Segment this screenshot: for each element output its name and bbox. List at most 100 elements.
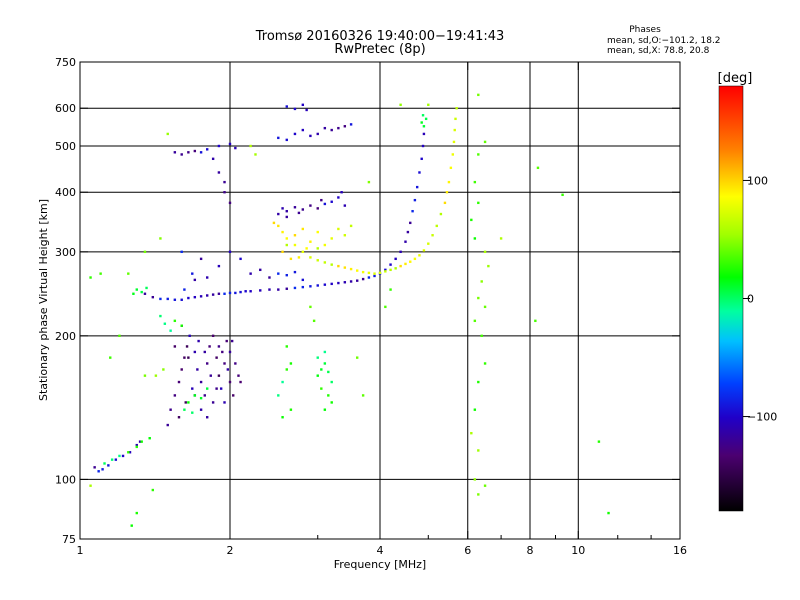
data-point [483, 250, 487, 254]
data-point [166, 132, 169, 136]
data-point [327, 370, 330, 374]
data-point [217, 292, 221, 295]
data-points [89, 93, 610, 527]
data-point [293, 270, 297, 274]
data-point [225, 339, 228, 343]
data-point [173, 319, 177, 323]
data-point [323, 408, 327, 411]
data-point [477, 493, 480, 496]
data-point [455, 107, 458, 110]
data-point [132, 292, 135, 295]
data-point [173, 298, 177, 301]
data-point [232, 394, 235, 397]
data-point [320, 198, 323, 202]
data-point [316, 247, 319, 250]
legend-header: Phases [629, 25, 661, 35]
data-point [337, 196, 340, 199]
data-point [285, 368, 288, 371]
data-point [187, 296, 190, 300]
data-point [477, 93, 480, 97]
data-point [343, 125, 347, 128]
data-point [169, 329, 172, 332]
data-point [217, 171, 221, 174]
data-point [183, 288, 186, 291]
x-axis-label: Frequency [MHz] [334, 558, 426, 571]
data-point [483, 484, 487, 487]
x-tick-label: 6 [464, 544, 471, 557]
data-point [285, 237, 288, 240]
data-point [285, 345, 288, 348]
data-point [477, 201, 480, 205]
colorbar [718, 85, 744, 512]
data-point [173, 345, 177, 348]
data-point [154, 374, 158, 377]
data-point [187, 356, 190, 359]
data-point [101, 468, 104, 471]
data-point [316, 284, 319, 287]
data-point [180, 298, 183, 301]
data-point [343, 234, 347, 237]
data-point [297, 256, 301, 259]
colorbar-tick-label: −100 [747, 411, 777, 424]
data-point [483, 362, 487, 365]
data-point [140, 440, 143, 443]
x-axis: 1 2 4 6 8 10 16 [77, 62, 687, 557]
data-point [447, 180, 451, 184]
colorbar-ticks: 100 0 −100 [743, 174, 777, 424]
x-tick-label: 1 [77, 544, 84, 557]
data-point [309, 240, 312, 243]
data-point [293, 243, 297, 247]
data-point [277, 394, 280, 397]
data-point [249, 272, 252, 275]
data-point [409, 221, 412, 225]
data-point [394, 257, 397, 261]
data-point [277, 224, 280, 228]
data-point [451, 153, 455, 156]
data-point [259, 268, 262, 272]
data-point [211, 401, 215, 404]
data-point [422, 249, 426, 252]
data-point [349, 224, 353, 228]
data-point [118, 334, 121, 338]
data-point [389, 288, 392, 291]
data-point [337, 126, 340, 130]
data-point [183, 408, 186, 411]
data-point [453, 128, 456, 132]
chart-title: Tromsø 20160326 19:40:00−19:41:43 [255, 29, 505, 44]
data-point [166, 423, 169, 427]
data-point [285, 273, 288, 277]
data-point [330, 128, 333, 132]
data-point [135, 445, 138, 449]
data-point [343, 204, 347, 207]
data-point [226, 368, 230, 371]
data-point [597, 440, 601, 443]
data-point [305, 108, 308, 112]
data-point [180, 368, 183, 371]
data-point [323, 243, 327, 247]
data-point [330, 263, 333, 266]
data-point [159, 314, 162, 318]
data-point [536, 166, 540, 170]
data-point [205, 148, 209, 151]
data-point [330, 237, 333, 240]
data-point [143, 374, 147, 377]
data-point [487, 264, 490, 268]
y-tick-label: 100 [55, 473, 76, 486]
data-point [309, 134, 312, 138]
data-point [148, 437, 151, 440]
data-point [249, 144, 252, 148]
data-point [217, 264, 221, 268]
data-point [180, 250, 183, 254]
data-point [173, 394, 177, 397]
data-point [301, 278, 305, 282]
data-point [477, 153, 480, 156]
data-point [480, 334, 483, 338]
data-point [244, 290, 247, 293]
data-point [420, 157, 423, 161]
data-point [159, 237, 162, 240]
data-point [169, 408, 172, 411]
data-point [309, 256, 312, 259]
data-point [293, 107, 297, 111]
data-point [289, 408, 293, 411]
data-point [373, 272, 376, 275]
